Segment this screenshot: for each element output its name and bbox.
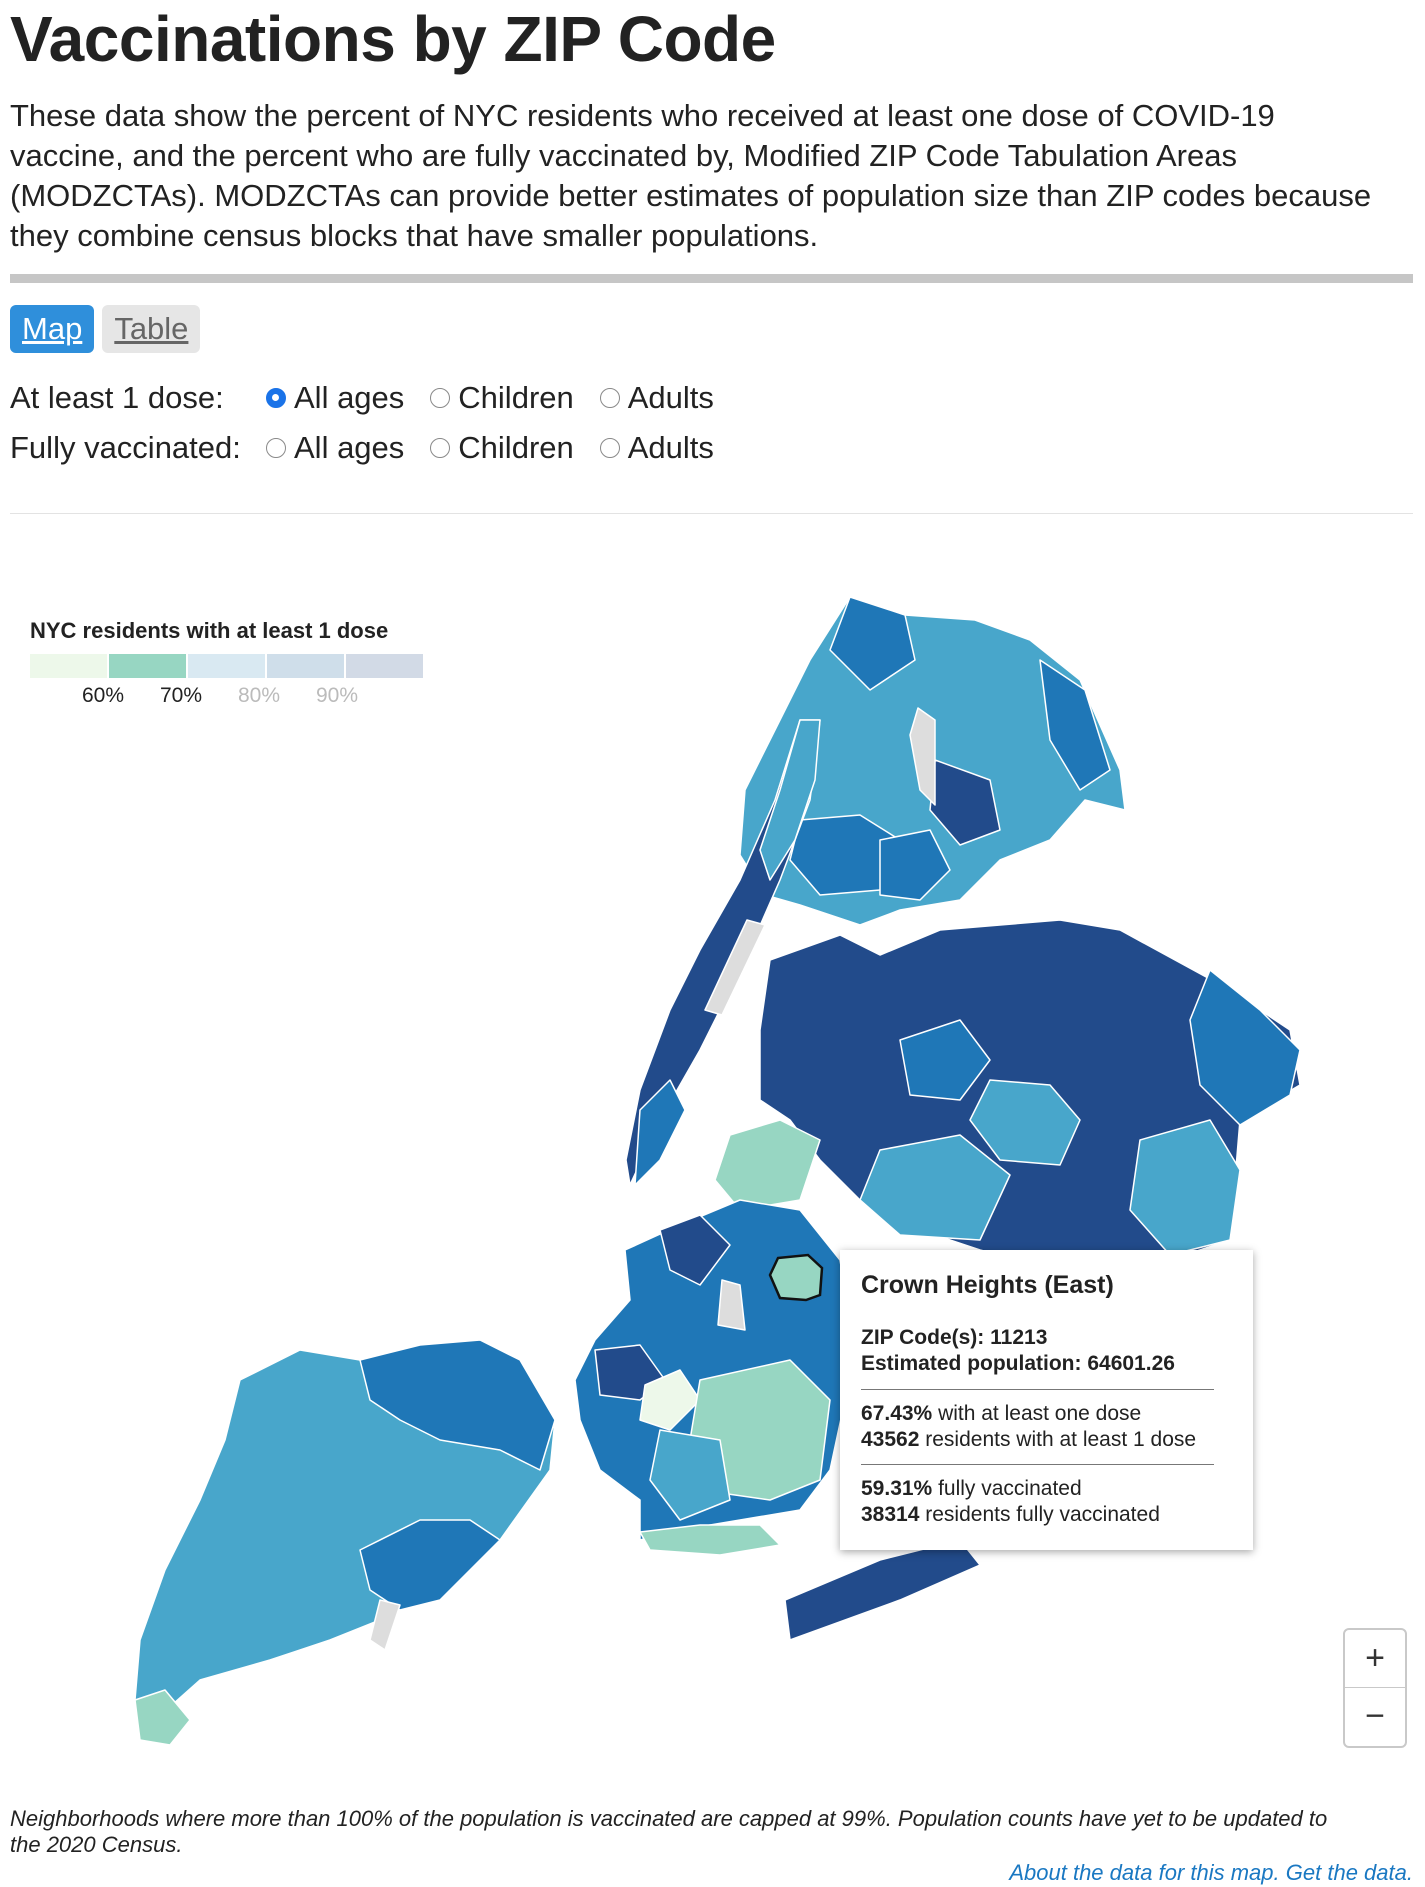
brooklyn-lightest-region [639, 1369, 701, 1431]
queens-south-region [859, 1134, 1011, 1241]
queens-east-region [1189, 969, 1301, 1126]
link-end: . [1406, 1860, 1413, 1885]
tooltip-pop-line: Estimated population: 64601.26 [861, 1352, 1175, 1376]
brooklyn-north-region [659, 1214, 731, 1286]
bronx-east-region [1039, 659, 1111, 791]
legend-swatch [109, 654, 186, 678]
coney-island-region [639, 1524, 781, 1556]
central-park-nodata [704, 919, 766, 1016]
tooltip-dose-pct: 67.43% [861, 1402, 933, 1425]
staten-island-nodata [369, 1599, 401, 1651]
view-tabs: Map Table [10, 305, 201, 353]
manhattan-lower-region [634, 1079, 686, 1186]
filter-divider [10, 513, 1413, 514]
option-label: All ages [294, 380, 405, 415]
selected-zip-outline [768, 1253, 824, 1302]
tab-table[interactable]: Table [102, 305, 201, 353]
footer-links: About the data for this map. Get the dat… [1009, 1860, 1413, 1886]
queens-light-region [714, 1119, 821, 1211]
tooltip-zip-label: ZIP Code(s): [861, 1326, 985, 1349]
legend-tick: 70% [160, 684, 203, 707]
legend-tick: 90% [316, 684, 359, 707]
bronx-park-nodata [909, 707, 936, 806]
dose-all-ages-radio[interactable] [266, 388, 286, 408]
dose-adults-option[interactable]: Adults [599, 380, 714, 416]
dose-all-ages-option[interactable]: All ages [266, 380, 404, 416]
full-filter-row: Fully vaccinated: All ages Children Adul… [10, 430, 740, 466]
legend-swatch [30, 654, 107, 678]
legend-swatch [188, 654, 265, 678]
legend-tick: 60% [82, 684, 125, 707]
tooltip-full-count-line: 38314 residents fully vaccinated [861, 1503, 1160, 1527]
option-label: Children [458, 430, 574, 465]
legend-swatch [267, 654, 344, 678]
tooltip-full-pct-line: 59.31% fully vaccinated [861, 1477, 1082, 1501]
dose-children-option[interactable]: Children [430, 380, 574, 416]
legend-swatches [30, 654, 425, 678]
tooltip-divider [861, 1464, 1214, 1465]
staten-island-south-light-region [134, 1689, 191, 1746]
dose-adults-radio[interactable] [599, 388, 620, 408]
option-label: Adults [627, 430, 714, 465]
footnote: Neighborhoods where more than 100% of th… [10, 1806, 1328, 1857]
tooltip-zip-value: 11213 [990, 1326, 1048, 1349]
zip-tooltip: Crown Heights (East) ZIP Code(s): 11213 … [840, 1250, 1253, 1550]
staten-island-east-region [359, 1519, 501, 1611]
link-separator: . [1273, 1860, 1280, 1885]
brooklyn-mid-region [649, 1429, 731, 1521]
get-data-link[interactable]: Get the data [1285, 1860, 1407, 1885]
full-all-ages-radio[interactable] [266, 438, 286, 458]
brooklyn-prospect-nodata [717, 1279, 746, 1331]
option-label: Adults [627, 380, 714, 415]
rockaway-region [784, 1539, 981, 1641]
tooltip-full-pct: 59.31% [861, 1477, 933, 1500]
dose-children-radio[interactable] [430, 388, 451, 408]
tooltip-pop-label: Estimated population: [861, 1352, 1082, 1375]
zoom-control: + − [1343, 1628, 1407, 1748]
full-adults-option[interactable]: Adults [599, 430, 714, 466]
full-adults-radio[interactable] [599, 438, 620, 458]
dose-filter-row: At least 1 dose: All ages Children Adult… [10, 380, 740, 416]
tooltip-full-pct-text: fully vaccinated [938, 1477, 1082, 1500]
tooltip-dose-count-line: 43562 residents with at least 1 dose [861, 1428, 1196, 1452]
full-children-option[interactable]: Children [430, 430, 574, 466]
bronx-west-region [879, 829, 951, 901]
zoom-out-button[interactable]: − [1365, 1697, 1385, 1735]
tooltip-neighborhood: Crown Heights (East) [861, 1271, 1114, 1299]
tooltip-dose-count-text: residents with at least 1 dose [925, 1428, 1197, 1451]
full-all-ages-option[interactable]: All ages [266, 430, 404, 466]
manhattan-upper-region [759, 719, 821, 881]
legend-swatch [346, 654, 423, 678]
queens-southeast-region [1129, 1119, 1241, 1256]
tooltip-dose-pct-text: with at least one dose [938, 1402, 1142, 1425]
tooltip-full-count: 38314 [861, 1503, 920, 1526]
intro-paragraph: These data show the percent of NYC resid… [10, 98, 1372, 253]
tooltip-dose-pct-line: 67.43% with at least one dose [861, 1402, 1141, 1426]
option-label: Children [458, 380, 574, 415]
legend-tick: 80% [238, 684, 281, 707]
zoom-in-button[interactable]: + [1345, 1630, 1405, 1688]
about-data-link[interactable]: About the data for this map [1009, 1860, 1274, 1885]
legend-title: NYC residents with at least 1 dose [30, 618, 389, 643]
tooltip-full-count-text: residents fully vaccinated [925, 1503, 1160, 1526]
tab-map[interactable]: Map [10, 305, 95, 353]
tooltip-dose-count: 43562 [861, 1428, 920, 1451]
full-children-radio[interactable] [430, 438, 451, 458]
dose-filter-label: At least 1 dose: [10, 380, 224, 415]
tooltip-pop-value: 64601.26 [1087, 1352, 1175, 1375]
nyc-choropleth-map[interactable] [0, 520, 1425, 1790]
option-label: All ages [294, 430, 405, 465]
queens-mid2-region [899, 1019, 991, 1101]
bronx-north-region [829, 596, 916, 691]
tooltip-divider [861, 1389, 1214, 1390]
page-title: Vaccinations by ZIP Code [10, 3, 776, 75]
section-divider [10, 274, 1413, 283]
full-filter-label: Fully vaccinated: [10, 430, 241, 465]
staten-island-north-region [359, 1339, 556, 1471]
tooltip-zip-line: ZIP Code(s): 11213 [861, 1326, 1047, 1350]
queens-center-region [969, 1079, 1081, 1166]
